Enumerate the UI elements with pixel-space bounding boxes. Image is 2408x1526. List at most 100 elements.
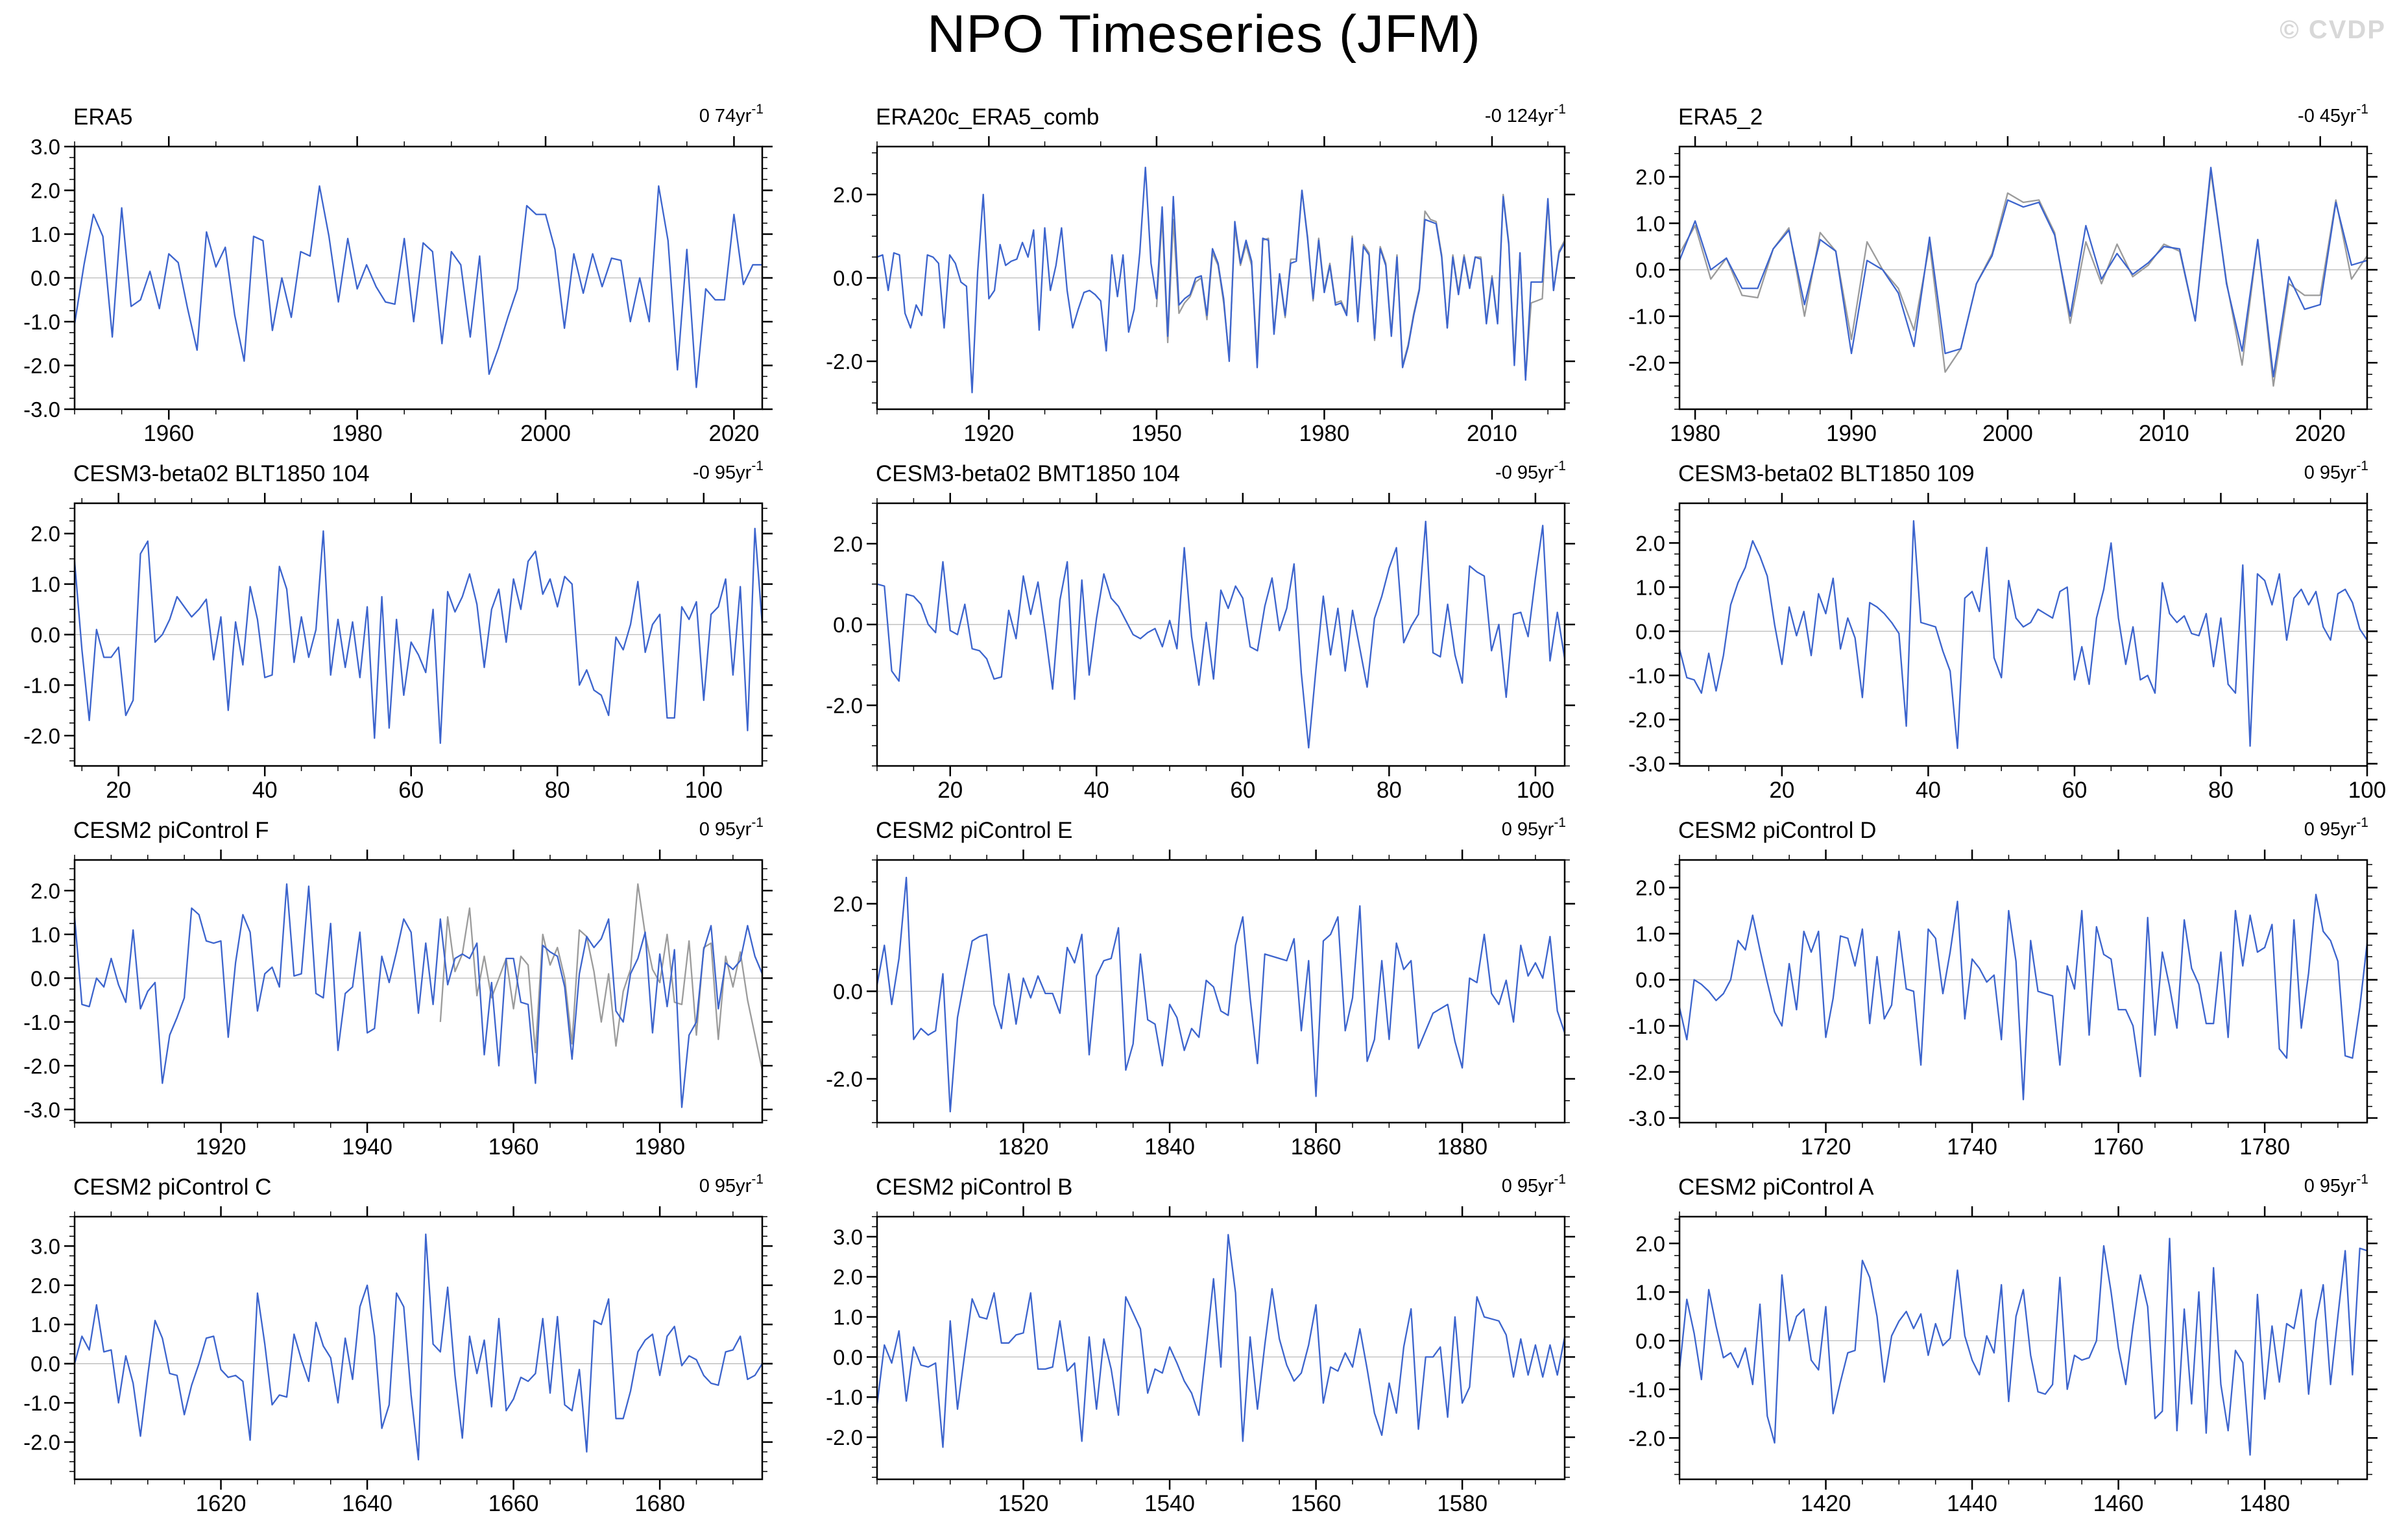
series-line-primary (75, 1234, 762, 1460)
panel-title: ERA5_2 (1678, 104, 1763, 130)
series-line-primary (1680, 167, 2367, 377)
y-tick-label: 0.0 (30, 267, 60, 291)
series-line-reference-overlay (439, 883, 762, 1071)
panel-cesm2-picontrol-c: CESM2 piControl C 0 95yr-1 1620 1640 1660 168… (6, 1166, 809, 1523)
x-tick-label: 100 (2348, 778, 2386, 803)
trend-label: 0 95yr-1 (2304, 815, 2368, 840)
series-line-primary (877, 876, 1565, 1113)
trend-label: -0 95yr-1 (1495, 459, 1566, 483)
timeseries-plot: CESM3-beta02 BLT1850 104 -0 95yr-1 20 40 60 8… (23, 459, 773, 803)
y-tick-label: -1.0 (1628, 663, 1665, 687)
y-tick-label: -2.0 (23, 724, 60, 748)
panel-cesm2-picontrol-e: CESM2 piControl E 0 95yr-1 1820 1840 1860 188… (809, 809, 1611, 1166)
panel-cesm3-beta02-bmt1850-104: CESM3-beta02 BMT1850 104 -0 95yr-1 20 40 60 8… (809, 453, 1611, 809)
y-tick-label: 2.0 (1635, 531, 1665, 555)
x-tick-label: 1960 (143, 421, 194, 446)
x-tick-label: 80 (545, 778, 570, 803)
x-tick-label: 1980 (332, 421, 383, 446)
trend-label: 0 95yr-1 (2304, 459, 2368, 483)
y-tick-label: 2.0 (1635, 1232, 1665, 1256)
axis-box (1678, 1215, 2368, 1481)
page-title: NPO Timeseries (JFM) (927, 5, 1481, 64)
x-tick-label: 1960 (488, 1134, 539, 1160)
trend-label: 0 95yr-1 (1502, 1172, 1566, 1197)
y-tick-label: 0.0 (30, 1352, 60, 1376)
timeseries-plot: CESM3-beta02 BLT1850 109 0 95yr-1 20 40 60 80… (1628, 459, 2386, 803)
trend-label: 0 95yr-1 (1502, 815, 1566, 840)
x-tick-label: 1620 (196, 1491, 247, 1516)
y-tick-label: -2.0 (23, 354, 60, 378)
series-line-primary (1680, 1237, 2367, 1456)
x-tick-label: 40 (1916, 778, 1941, 803)
y-tick-label: 0.0 (833, 1345, 863, 1369)
y-tick-label: 0.0 (1635, 1329, 1665, 1353)
y-tick-label: -2.0 (1628, 1060, 1665, 1084)
y-tick-label: -2.0 (826, 1425, 863, 1449)
series-line-reference-overlay (1680, 171, 2367, 387)
y-tick-label: -2.0 (826, 1067, 863, 1091)
panel-cesm2-picontrol-d: CESM2 piControl D 0 95yr-1 1720 1740 1760 178… (1611, 809, 2408, 1166)
panel-cesm2-picontrol-b: CESM2 piControl B 0 95yr-1 1520 1540 1560 158… (809, 1166, 1611, 1523)
y-tick-label: 2.0 (833, 183, 863, 207)
timeseries-plot: CESM2 piControl F 0 95yr-1 1920 1940 1960 198… (23, 815, 773, 1160)
x-tick-label: 1860 (1291, 1134, 1342, 1160)
series-line-primary (877, 166, 1565, 394)
x-tick-label: 1920 (196, 1134, 247, 1160)
panel-title: CESM3-beta02 BLT1850 104 (73, 461, 370, 486)
cvdp-watermark: © CVDP (2280, 16, 2386, 44)
y-tick-label: -1.0 (1628, 1014, 1665, 1038)
series-line-primary (75, 883, 762, 1108)
timeseries-plot: ERA5 0 74yr-1 1960 1980 2000 2020 -3.0 -2.0 -1.0… (23, 102, 773, 446)
y-tick-label: 2.0 (833, 892, 863, 916)
x-tick-label: 20 (937, 778, 963, 803)
x-tick-label: 1820 (998, 1134, 1049, 1160)
y-tick-label: 2.0 (30, 179, 60, 203)
x-tick-label: 60 (1230, 778, 1255, 803)
x-tick-label: 1780 (2239, 1134, 2290, 1160)
x-tick-label: 1880 (1437, 1134, 1487, 1160)
axis-box (876, 1215, 1566, 1481)
y-tick-label: 3.0 (30, 1234, 60, 1258)
panel-title: CESM2 piControl C (73, 1174, 271, 1200)
timeseries-plot: CESM3-beta02 BMT1850 104 -0 95yr-1 20 40 60 8… (826, 459, 1575, 803)
y-tick-label: 2.0 (30, 1274, 60, 1298)
y-tick-label: -1.0 (1628, 305, 1665, 329)
x-tick-label: 1640 (342, 1491, 392, 1516)
x-tick-label: 1990 (1826, 421, 1877, 446)
x-tick-label: 1560 (1291, 1491, 1342, 1516)
series-line-primary (75, 527, 762, 745)
y-tick-label: -2.0 (826, 350, 863, 374)
y-tick-label: 1.0 (1635, 1280, 1665, 1304)
panel-title: CESM2 piControl A (1678, 1174, 1874, 1200)
x-tick-label: 2020 (709, 421, 760, 446)
y-tick-label: 3.0 (833, 1225, 863, 1249)
axis-box (1678, 859, 2368, 1124)
axis-box (876, 502, 1566, 767)
y-tick-label: 0.0 (1635, 619, 1665, 643)
x-tick-label: 1660 (488, 1491, 539, 1516)
x-tick-label: 1580 (1437, 1491, 1487, 1516)
y-tick-label: 0.0 (833, 267, 863, 291)
y-tick-label: 0.0 (30, 623, 60, 647)
y-tick-label: 0.0 (1635, 968, 1665, 992)
y-tick-label: 2.0 (833, 532, 863, 556)
x-tick-label: 1480 (2239, 1491, 2290, 1516)
x-tick-label: 40 (252, 778, 278, 803)
y-tick-label: -2.0 (826, 694, 863, 718)
y-tick-label: 1.0 (30, 573, 60, 597)
y-tick-label: 0.0 (833, 980, 863, 1004)
y-tick-label: -1.0 (23, 310, 60, 334)
x-tick-label: 100 (685, 778, 723, 803)
series-line-primary (877, 1234, 1565, 1448)
y-tick-label: 0.0 (1635, 258, 1665, 282)
y-tick-label: -2.0 (1628, 351, 1665, 375)
series-line-primary (877, 520, 1565, 749)
x-tick-label: 80 (2208, 778, 2233, 803)
x-tick-label: 1540 (1144, 1491, 1195, 1516)
y-tick-label: 0.0 (30, 966, 60, 990)
x-tick-label: 1460 (2093, 1491, 2144, 1516)
series-line-primary (75, 185, 762, 388)
trend-label: 0 95yr-1 (699, 1172, 764, 1197)
y-tick-label: -1.0 (826, 1385, 863, 1409)
y-tick-label: -3.0 (1628, 1106, 1665, 1130)
